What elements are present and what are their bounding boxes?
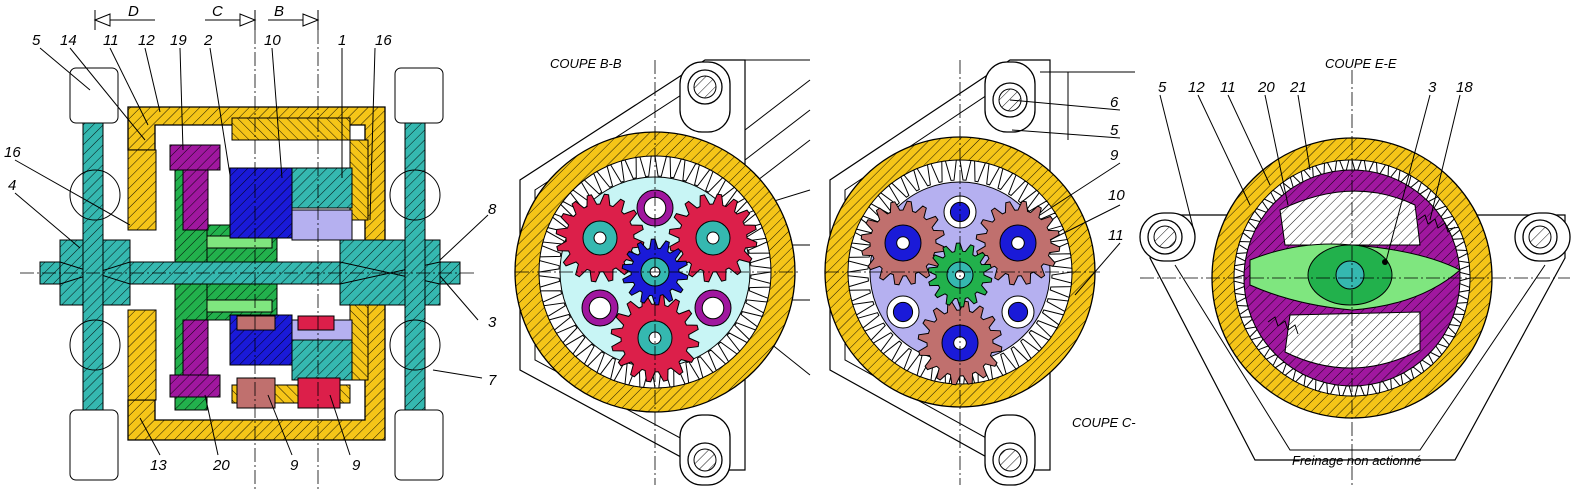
label-12: 12 (138, 32, 155, 49)
label-14: 14 (60, 32, 77, 49)
braking-caption: Freinage non actionné (1292, 453, 1421, 468)
section-mark-d: D (128, 3, 139, 20)
longitudinal-section-view: D C B (4, 3, 497, 490)
planet-pin-cc-3-inner (1007, 301, 1029, 323)
planet-gear-cc-1-bore (896, 236, 910, 250)
label-cc-11: 11 (1108, 227, 1124, 244)
label-13: 13 (150, 457, 167, 474)
right-wheel (389, 67, 444, 481)
label-9-b: 9 (352, 457, 361, 474)
label-19: 19 (170, 32, 187, 49)
label-cc-6: 6 (1110, 94, 1119, 111)
label-4: 4 (8, 177, 16, 194)
label-20: 20 (212, 457, 230, 474)
label-ee-20: 20 (1257, 79, 1275, 96)
planet-gear-cc-2-bore (1011, 236, 1025, 250)
section-ee-view: COUPE E-E (1139, 56, 1571, 485)
section-ee-title: COUPE E-E (1325, 56, 1397, 71)
gear-block-red-small (297, 315, 335, 331)
gear-block-brown (236, 377, 276, 409)
label-cc-9: 9 (1110, 147, 1119, 164)
spring-top (1417, 214, 1456, 233)
label-ee-11: 11 (1220, 79, 1236, 96)
section-markers: D C B (93, 3, 320, 30)
planet-gear-bb-2-bore (706, 231, 720, 245)
section-mark-c: C (212, 3, 223, 20)
planet-gear-bb-1-bore (593, 231, 607, 245)
label-7: 7 (488, 372, 497, 389)
label-11: 11 (103, 32, 119, 49)
label-cc-5: 5 (1110, 122, 1119, 139)
planet-pin-cc-2-inner (892, 301, 914, 323)
label-10: 10 (264, 32, 281, 49)
spring-bottom (1267, 316, 1299, 335)
section-cc-view: 6 5 9 10 11 COUPE C- (824, 59, 1136, 486)
label-ee-5: 5 (1158, 79, 1167, 96)
brake-shoes (169, 144, 221, 398)
label-ee-21: 21 (1289, 79, 1307, 96)
left-wheel (69, 67, 121, 481)
label-16-top: 16 (375, 32, 392, 49)
planet-gears (229, 167, 353, 381)
label-3: 3 (488, 314, 497, 331)
label-ee-12: 12 (1188, 79, 1205, 96)
gear-block-red (297, 377, 341, 409)
label-cc-10: 10 (1108, 187, 1125, 204)
planet-pin-bb-3-inner (701, 296, 725, 320)
label-8: 8 (488, 201, 497, 218)
section-cc-title: COUPE C- (1072, 415, 1136, 430)
label-5: 5 (32, 32, 41, 49)
planet-pin-bb-2-inner (588, 296, 612, 320)
label-1: 1 (338, 32, 346, 49)
label-ee-3: 3 (1428, 79, 1437, 96)
label-9-a: 9 (290, 457, 299, 474)
label-ee-18: 18 (1456, 79, 1473, 96)
section-bb-title: COUPE B-B (550, 56, 622, 71)
section-mark-b: B (274, 3, 284, 20)
section-bb-view: COUPE B-B (514, 56, 811, 486)
gear-block-brown-small (236, 315, 276, 331)
label-2: 2 (203, 32, 213, 49)
leader-lines (14, 47, 489, 456)
label-16-left: 16 (4, 144, 21, 161)
